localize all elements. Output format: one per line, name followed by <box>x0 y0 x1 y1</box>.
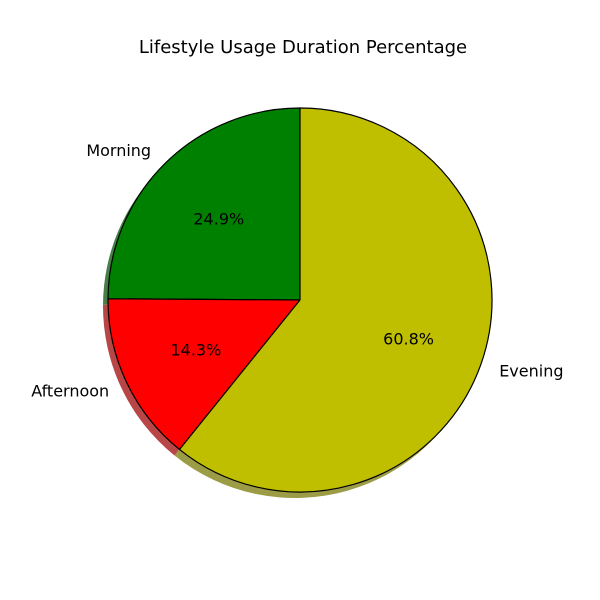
pie-slice-evening <box>178 107 493 493</box>
chart-title: Lifestyle Usage Duration Percentage <box>139 37 467 58</box>
percent-label-morning: 24.9% <box>193 209 244 228</box>
pie-slice-morning <box>107 107 301 301</box>
pie-slice-afternoon <box>107 298 301 451</box>
category-label-morning: Morning <box>86 141 151 160</box>
percent-label-afternoon: 14.3% <box>170 340 221 359</box>
pie-slice-layer <box>107 107 493 493</box>
category-label-afternoon: Afternoon <box>31 382 109 401</box>
percent-label-evening: 60.8% <box>383 329 434 348</box>
category-label-evening: Evening <box>499 361 563 380</box>
pie-label-layer: Morning 24.9% Afternoon 14.3% Evening 60.8% <box>31 141 563 400</box>
